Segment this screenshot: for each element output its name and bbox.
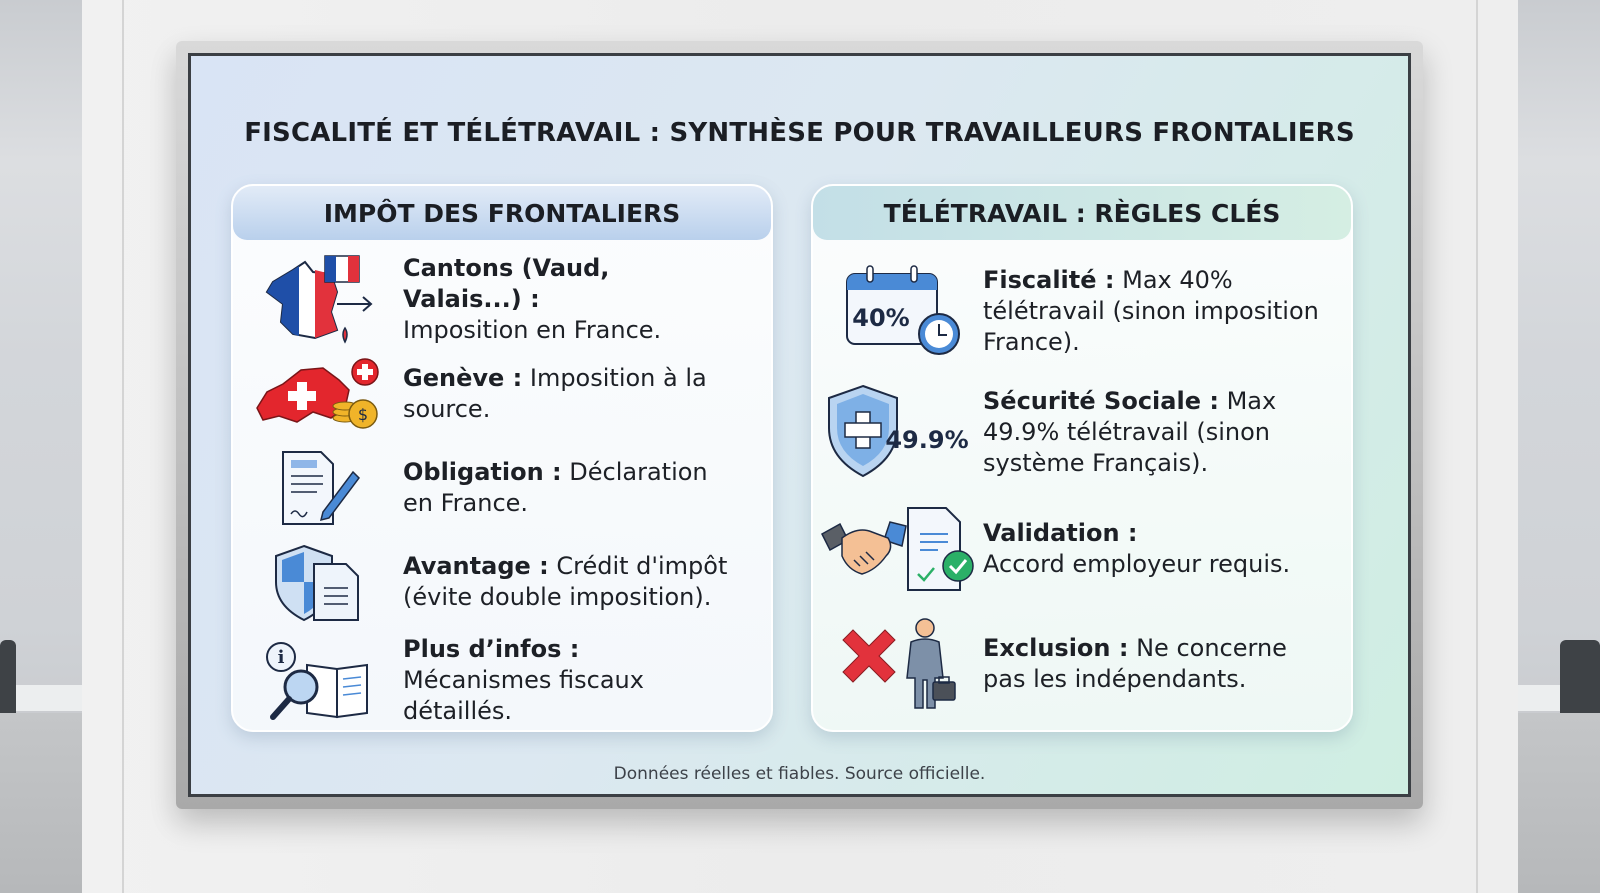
source-footer: Données réelles et fiables. Source offic… <box>613 764 986 784</box>
item-text: Exclusion : Ne concerne pas les indépend… <box>983 633 1303 695</box>
item-text: Sécurité Sociale : Max 49.9% télétravail… <box>983 386 1303 479</box>
card-teletravail-regles: TÉLÉTRAVAIL : RÈGLES CLÉS 40% <box>811 184 1353 732</box>
list-item: Avantage : Crédit d'impôt (évite double … <box>233 542 771 622</box>
item-description: Max 40% télétravail (sinon imposition Fr… <box>983 266 1319 356</box>
svg-text:40%: 40% <box>852 304 909 332</box>
floor <box>0 713 82 893</box>
display-bezel: FISCALITÉ ET TÉLÉTRAVAIL : SYNTHÈSE POUR… <box>176 41 1423 809</box>
list-item: Validation : Accord employeur requis. <box>813 504 1351 594</box>
calendar-clock-icon: 40% <box>813 264 983 359</box>
item-text: Obligation : Déclaration en France. <box>403 457 733 519</box>
card-heading: TÉLÉTRAVAIL : RÈGLES CLÉS <box>813 186 1351 240</box>
svg-text:49.9%: 49.9% <box>885 426 968 454</box>
item-label: Sécurité Sociale : <box>983 386 1219 415</box>
list-item: Cantons (Vaud, Valais...) : Imposition e… <box>233 252 771 347</box>
item-label: Cantons (Vaud, Valais...) : <box>403 254 610 313</box>
item-text: Plus d’infos : Mécanismes fiscaux détail… <box>403 634 733 727</box>
item-description: Ne concerne pas les indépendants. <box>983 633 1287 693</box>
wall-seam <box>122 0 124 893</box>
item-description: Imposition à la source. <box>403 363 707 423</box>
svg-text:i: i <box>278 647 285 668</box>
list-item: 49.9% Sécurité Sociale : Max 49.9% télét… <box>813 382 1351 482</box>
item-description: Déclaration en France. <box>403 458 708 517</box>
item-text: Genève : Imposition à la source. <box>403 363 733 425</box>
shield-documents-icon <box>233 542 403 622</box>
info-magnifier-book-icon: i <box>233 641 403 721</box>
card-heading: IMPÔT DES FRONTALIERS <box>233 186 771 240</box>
handshake-document-check-icon <box>813 504 983 594</box>
list-item: i Plus d’infos : Mécanismes fiscaux déta… <box>233 634 771 727</box>
document-pen-icon <box>233 448 403 528</box>
shield-cross-icon: 49.9% <box>813 382 983 482</box>
list-item: 40% Fiscalité : Max 40% télétravail (sin… <box>813 264 1351 359</box>
red-x-person-briefcase-icon <box>813 616 983 711</box>
item-label: Plus d’infos : <box>403 635 580 663</box>
item-text: Cantons (Vaud, Valais...) : Imposition e… <box>403 253 733 346</box>
item-label: Genève : <box>403 363 523 392</box>
france-map-flag-arrow-icon <box>233 252 403 347</box>
item-label: Fiscalité : <box>983 266 1115 294</box>
floor <box>1518 713 1600 893</box>
card-impot-frontaliers: IMPÔT DES FRONTALIERS <box>231 184 773 732</box>
item-text: Validation : Accord employeur requis. <box>983 518 1323 580</box>
infographic-title: FISCALITÉ ET TÉLÉTRAVAIL : SYNTHÈSE POUR… <box>244 118 1355 148</box>
item-description: Accord employeur requis. <box>983 550 1291 578</box>
list-item: $ Genève : Imposition à la source. <box>233 356 771 431</box>
item-description: Crédit d'impôt (évite double imposition)… <box>403 552 728 611</box>
item-label: Validation : <box>983 519 1138 547</box>
display-screen: FISCALITÉ ET TÉLÉTRAVAIL : SYNTHÈSE POUR… <box>188 53 1411 797</box>
item-label: Avantage : <box>403 552 549 580</box>
background-room-right <box>1518 0 1600 893</box>
item-text: Fiscalité : Max 40% télétravail (sinon i… <box>983 265 1323 358</box>
list-item: Obligation : Déclaration en France. <box>233 448 771 528</box>
wall-seam <box>1476 0 1478 893</box>
item-description: Mécanismes fiscaux détaillés. <box>403 666 644 725</box>
item-text: Avantage : Crédit d'impôt (évite double … <box>403 551 733 613</box>
background-room-left <box>0 0 82 893</box>
item-description: Max 49.9% télétravail (sinon système Fra… <box>983 386 1277 477</box>
swiss-map-coins-icon: $ <box>233 356 403 431</box>
item-description: Imposition en France. <box>403 316 662 344</box>
item-label: Obligation : <box>403 458 562 486</box>
item-label: Exclusion : <box>983 633 1129 662</box>
svg-text:$: $ <box>358 405 368 424</box>
list-item: Exclusion : Ne concerne pas les indépend… <box>813 616 1351 711</box>
